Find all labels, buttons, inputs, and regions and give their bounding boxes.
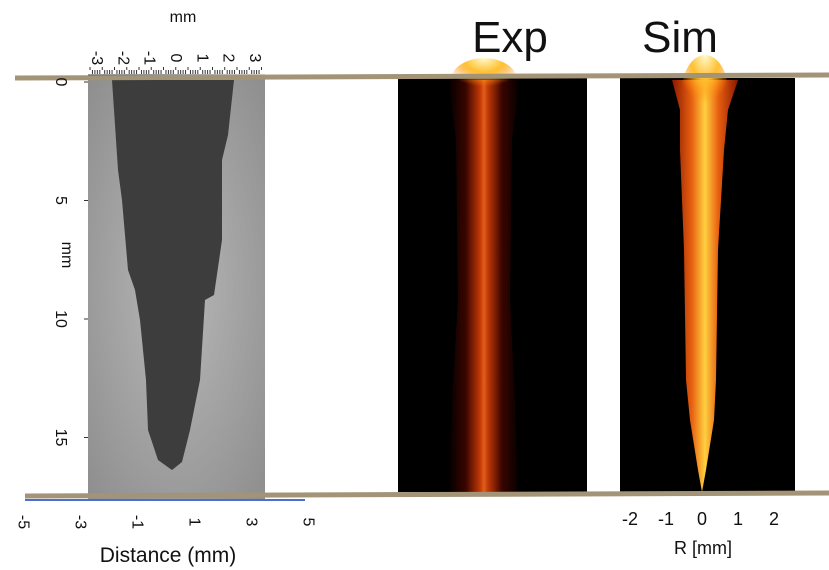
top-tick-label: 0 — [167, 54, 184, 63]
sim-title: Sim — [642, 13, 718, 62]
top-axis-label: mm — [170, 9, 197, 26]
r-tick-label: -2 — [622, 509, 638, 529]
bottom-tick-label: 5 — [300, 518, 317, 527]
left-tick-label: 5 — [52, 196, 69, 205]
exp-title: Exp — [472, 13, 548, 62]
bottom-tick-label: 3 — [243, 518, 260, 527]
top-tick-label: -2 — [114, 51, 131, 65]
r-tick-label: 2 — [769, 509, 779, 529]
left-tick-label: 15 — [52, 429, 69, 447]
bottom-separator — [24, 490, 829, 499]
r-tick-label: 1 — [733, 509, 743, 529]
bottom-tick-label: -5 — [15, 515, 32, 529]
top-tick-label: 1 — [193, 54, 210, 63]
top-tick-label: -3 — [88, 51, 105, 65]
r-axis-label: R [mm] — [674, 538, 732, 558]
exp-hotspot — [450, 58, 518, 106]
bottom-tick-label: -3 — [72, 515, 89, 529]
left-axis-label: mm — [58, 242, 75, 269]
sim-plume — [672, 80, 738, 492]
jet-shadow — [112, 80, 234, 470]
exp-plume — [448, 80, 520, 492]
bottom-axis-label: Distance (mm) — [100, 544, 237, 567]
top-separator — [14, 72, 829, 81]
top-tick-label: 3 — [246, 54, 263, 63]
top-tick-label: 2 — [220, 54, 237, 63]
left-tick-label: 10 — [52, 310, 69, 328]
r-tick-label: -1 — [658, 509, 674, 529]
left-tick-label: 0 — [52, 78, 69, 87]
top-tick-label: -1 — [141, 51, 158, 65]
sim-hotspot — [681, 55, 729, 135]
r-tick-label: 0 — [697, 509, 707, 529]
bottom-tick-label: -1 — [129, 515, 146, 529]
bottom-tick-label: 1 — [186, 518, 203, 527]
